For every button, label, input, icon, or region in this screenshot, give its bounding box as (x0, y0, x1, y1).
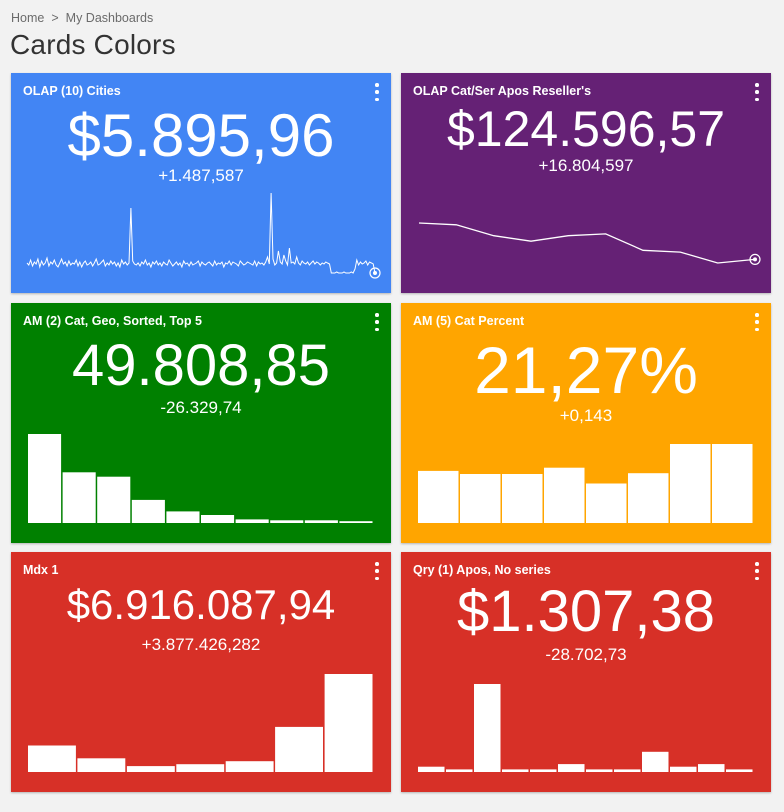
card-title: AM (2) Cat, Geo, Sorted, Top 5 (23, 314, 202, 328)
card-title: OLAP (10) Cities (23, 84, 121, 98)
spark-line (26, 192, 376, 274)
spark-bar (712, 444, 753, 523)
card-title: AM (5) Cat Percent (413, 314, 525, 328)
spark-bar (28, 745, 76, 772)
spark-bar (275, 726, 323, 772)
spark-bar (418, 470, 459, 523)
spark-bar (166, 511, 200, 523)
page-title: Cards Colors (10, 29, 176, 60)
card-value: $5.895,96 (67, 102, 335, 169)
card-delta: +16.804,597 (538, 156, 634, 175)
spark-bar (502, 474, 543, 523)
spark-bar (670, 444, 711, 523)
spark-bar (126, 766, 175, 772)
card-delta: -28.702,73 (545, 645, 627, 664)
card-title: OLAP Cat/Ser Apos Reseller's (413, 84, 592, 98)
spark-bar (698, 764, 725, 772)
card-value: 49.808,85 (71, 333, 331, 398)
spark-bar (225, 761, 274, 772)
card-value: $1.307,38 (456, 579, 716, 644)
spark-bar (502, 769, 529, 772)
spark-bar (131, 499, 165, 523)
card-title: Qry (1) Apos, No series (413, 563, 551, 577)
sparkline-chart (418, 222, 761, 265)
spark-bar (544, 467, 585, 523)
spark-bar (586, 769, 613, 772)
spark-bar (474, 684, 501, 772)
spark-bar (418, 766, 445, 772)
spark-bar (176, 764, 225, 772)
spark-bar (558, 764, 585, 772)
spark-bar (62, 472, 96, 523)
spark-bar (28, 434, 62, 523)
spark-bar (460, 474, 501, 523)
sparkline-chart (28, 674, 373, 772)
card-title: Mdx 1 (23, 563, 59, 577)
spark-bar (304, 520, 338, 523)
more-vert-icon[interactable] (373, 313, 381, 331)
spark-bar (235, 519, 269, 523)
spark-bar (642, 751, 669, 772)
more-vert-icon[interactable] (753, 83, 761, 101)
card-value: 21,27% (474, 333, 698, 407)
more-vert-icon[interactable] (373, 562, 381, 580)
card-delta: +1.487,587 (158, 166, 244, 185)
spark-endpoint (369, 267, 381, 279)
spark-bar (201, 515, 235, 523)
spark-endpoint-dot (373, 271, 377, 275)
breadcrumb-home[interactable]: Home (11, 11, 45, 25)
breadcrumb-current[interactable]: My Dashboards (65, 11, 154, 25)
spark-endpoint (749, 253, 761, 265)
card-olap-reseller[interactable]: OLAP Cat/Ser Apos Reseller's $124.596,57… (401, 73, 771, 293)
spark-bar (77, 758, 126, 772)
spark-bar (270, 520, 304, 523)
spark-bar (530, 769, 557, 772)
sparkline-chart (28, 434, 373, 523)
card-delta: -26.329,74 (160, 398, 242, 417)
card-value: $6.916.087,94 (66, 581, 336, 628)
spark-bar (324, 674, 373, 772)
card-am-cat-geo[interactable]: AM (2) Cat, Geo, Sorted, Top 5 49.808,85… (11, 303, 391, 543)
more-vert-icon[interactable] (753, 562, 761, 580)
card-delta: +3.877.426,282 (141, 635, 261, 654)
sparkline-chart (418, 444, 753, 523)
spark-bar (339, 521, 373, 523)
spark-bar (446, 769, 473, 772)
more-vert-icon[interactable] (373, 83, 381, 101)
card-mdx-1[interactable]: Mdx 1 $6.916.087,94 +3.877.426,282 (11, 552, 391, 792)
spark-endpoint-dot (753, 257, 757, 262)
spark-bar (726, 769, 753, 772)
card-am-cat-percent[interactable]: AM (5) Cat Percent 21,27% +0,143 (401, 303, 771, 543)
spark-bar (670, 766, 697, 772)
sparkline-chart (418, 684, 753, 772)
card-olap-cities[interactable]: OLAP (10) Cities $5.895,96 +1.487,587 (11, 73, 391, 293)
breadcrumb: Home > My Dashboards (11, 11, 153, 25)
spark-bar (614, 769, 641, 772)
card-qry-apos[interactable]: Qry (1) Apos, No series $1.307,38 -28.70… (401, 552, 771, 792)
spark-bar (586, 483, 627, 523)
card-delta: +0,143 (559, 406, 613, 425)
sparkline-chart (26, 192, 381, 279)
spark-bar (97, 476, 131, 523)
breadcrumb-separator: > (51, 11, 59, 25)
more-vert-icon[interactable] (753, 313, 761, 331)
card-value: $124.596,57 (446, 101, 726, 157)
spark-line (418, 222, 756, 264)
spark-bar (628, 473, 669, 523)
